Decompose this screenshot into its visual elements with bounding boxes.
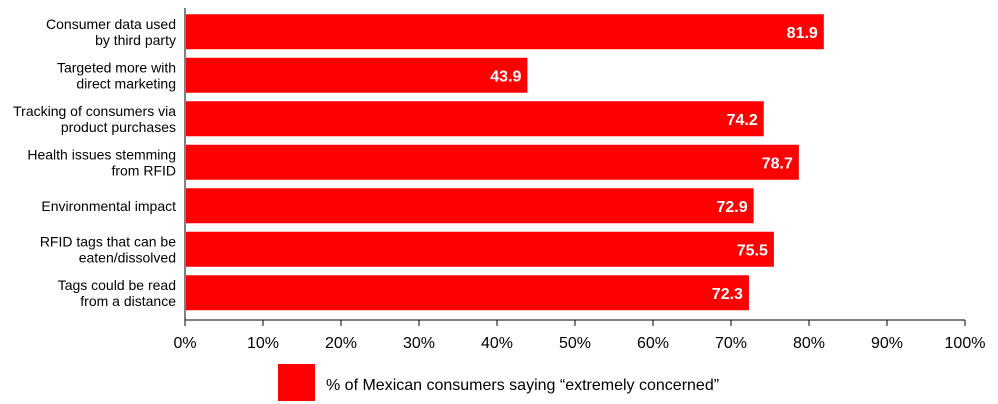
x-tick-label: 100% — [945, 335, 986, 352]
data-label-3: 74.2 — [727, 112, 758, 129]
bar-6 — [186, 231, 774, 267]
category-label-6: RFID tags that can be eaten/dissolved — [40, 233, 176, 265]
x-tick-label: 60% — [637, 335, 669, 352]
data-label-4: 78.7 — [762, 155, 793, 172]
bar-5 — [186, 188, 754, 224]
bars-group: 81.9 43.9 74.2 78.7 72.9 75.5 72.3 — [186, 14, 824, 311]
category-label-line: Tracking of consumers via — [13, 103, 176, 119]
category-label-5: Environmental impact — [41, 198, 176, 214]
legend: % of Mexican consumers saying “extremely… — [278, 364, 719, 401]
legend-swatch — [278, 364, 315, 401]
x-tick-label: 10% — [247, 335, 279, 352]
category-label-line: Targeted more with — [57, 59, 176, 75]
x-tick-label: 50% — [559, 335, 591, 352]
x-tick-label: 90% — [871, 335, 903, 352]
x-tick-label: 0% — [173, 335, 196, 352]
category-label-line: Health issues stemming — [27, 146, 176, 162]
x-tick-label: 40% — [481, 335, 513, 352]
category-label-1: Consumer data used by third party — [46, 16, 176, 48]
category-label-line: Consumer data used — [46, 16, 176, 32]
bar-3 — [186, 101, 764, 137]
category-label-line: product purchases — [61, 119, 176, 135]
bar-4 — [186, 144, 799, 180]
category-label-line: from RFID — [111, 162, 176, 178]
bar-2 — [186, 57, 528, 93]
category-label-line: Environmental impact — [41, 198, 176, 214]
axes-group: Consumer data used by third party Targeted… — [13, 8, 985, 352]
data-label-1: 81.9 — [787, 25, 818, 42]
category-label-line: eaten/dissolved — [79, 249, 176, 265]
bar-1 — [186, 14, 824, 50]
data-label-5: 72.9 — [716, 199, 747, 216]
x-tick-label: 30% — [403, 335, 435, 352]
x-tick-label: 70% — [715, 335, 747, 352]
legend-label: % of Mexican consumers saying “extremely… — [326, 377, 719, 394]
data-label-7: 72.3 — [712, 286, 743, 303]
category-label-4: Health issues stemming from RFID — [27, 146, 176, 178]
category-label-2: Targeted more with direct marketing — [57, 59, 176, 91]
data-label-6: 75.5 — [737, 242, 768, 259]
category-label-line: by third party — [95, 32, 176, 48]
category-label-line: RFID tags that can be — [40, 233, 176, 249]
category-label-line: Tags could be read — [58, 277, 176, 293]
category-label-7: Tags could be read from a distance — [58, 277, 177, 309]
category-label-line: from a distance — [80, 293, 176, 309]
data-label-2: 43.9 — [490, 68, 521, 85]
x-tick-label: 20% — [325, 335, 357, 352]
category-label-3: Tracking of consumers via product purchas… — [13, 103, 176, 135]
x-tick-label: 80% — [793, 335, 825, 352]
category-label-line: direct marketing — [76, 75, 176, 91]
bar-7 — [186, 275, 749, 311]
